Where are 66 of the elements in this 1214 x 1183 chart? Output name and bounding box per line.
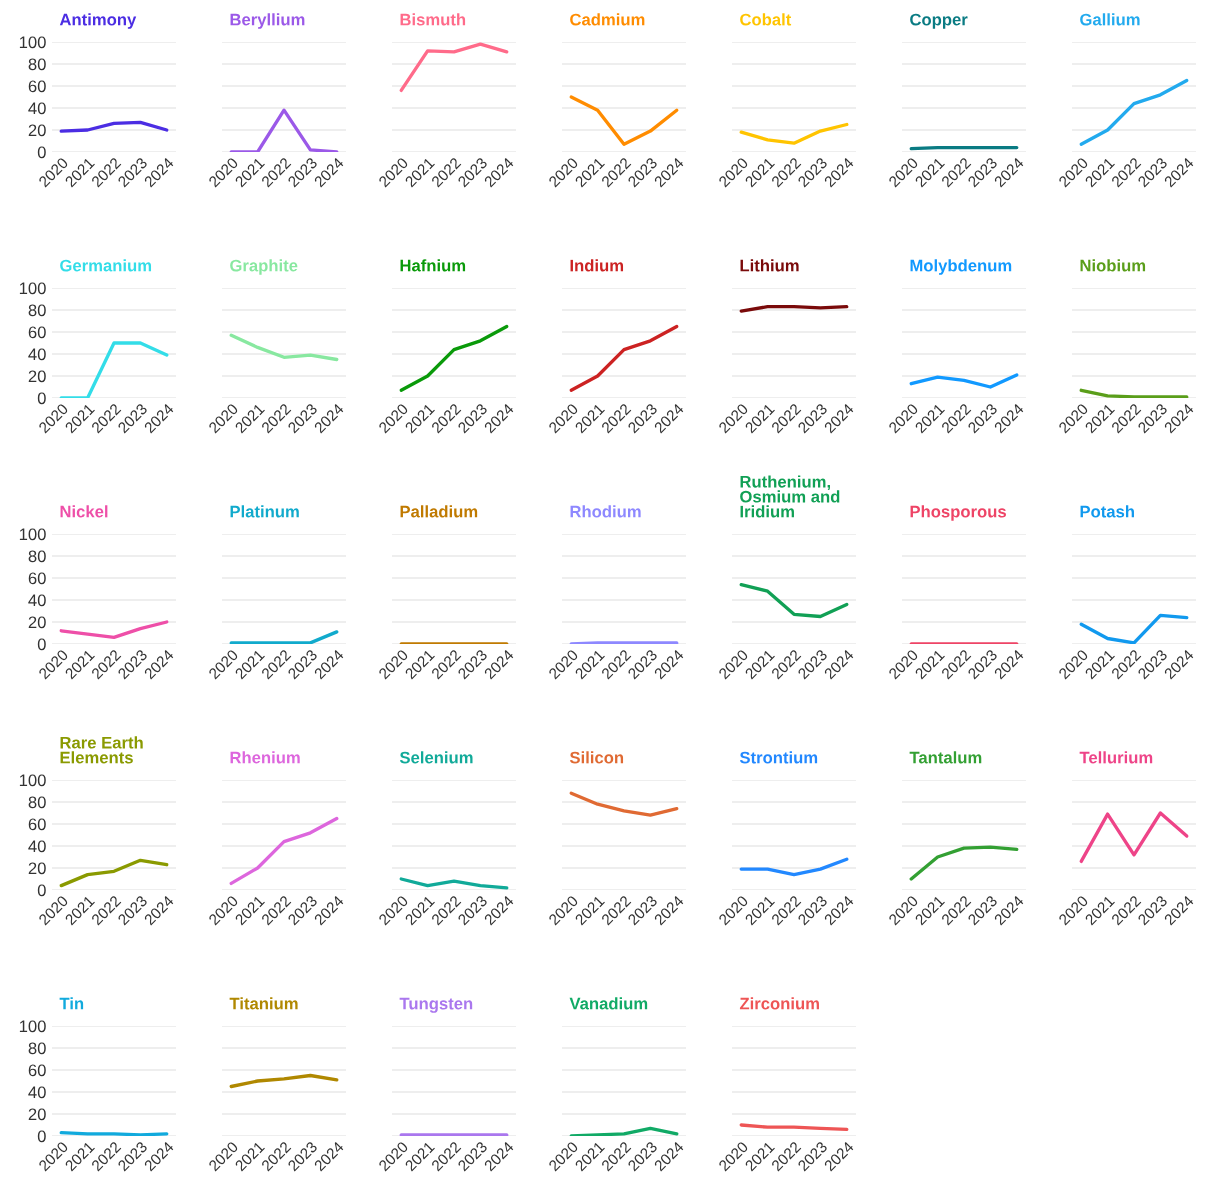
chart-title: Tin [59,997,84,1010]
y-tick-label: 60 [28,818,46,831]
chart-title: Palladium [400,505,478,518]
chart-title: Nickel [60,505,108,518]
chart-title: Phosporous [910,505,1006,521]
chart-title: Platinum [230,505,299,518]
chart-title: Titanium [229,997,298,1010]
chart-title: Vanadium [569,997,648,1010]
y-tick-label: 20 [28,370,46,383]
y-tick-label: 80 [28,796,46,809]
chart-title: Gallium [1080,13,1140,26]
y-tick-label: 80 [28,550,46,563]
chart-title: Cadmium [570,13,645,26]
y-tick-label: 40 [28,594,46,607]
y-tick-label: 80 [28,1042,46,1055]
chart-title: Silicon [569,751,624,764]
y-tick-label: 60 [28,80,46,93]
line-series [59,620,169,640]
line-series [59,120,169,133]
chart-title: Tungsten [399,997,473,1013]
y-tick-label: 40 [28,1086,46,1099]
chart-title: Ruthenium, Osmium and Iridium [740,475,840,518]
y-tick-label: 100 [19,282,46,295]
chart-title: Strontium [739,751,818,764]
y-tick-label: 40 [28,840,46,853]
y-tick-label: 0 [37,392,46,405]
y-tick-label: 0 [37,638,46,651]
chart-title: Indium [570,259,624,272]
y-tick-label: 20 [28,862,46,875]
chart-title: Beryllium [230,13,305,29]
y-tick-label: 100 [19,36,46,49]
chart-title: Copper [910,13,968,29]
chart-title: Molybdenum [910,259,1012,275]
chart-title: Bismuth [400,13,466,26]
y-tick-label: 20 [28,1108,46,1121]
y-tick-label: 40 [28,102,46,115]
y-tick-label: 80 [28,304,46,317]
chart-title: Rare Earth Elements [60,736,143,764]
chart-title: Antimony [59,13,137,29]
y-tick-label: 20 [28,124,46,137]
chart-title: Graphite [230,259,298,275]
y-tick-label: 0 [37,146,46,159]
y-tick-label: 0 [37,1130,46,1143]
chart-title: Tantalum [909,751,982,764]
chart-title: Lithium [740,259,799,272]
y-tick-label: 60 [28,572,46,585]
y-tick-label: 100 [19,774,46,787]
chart-title: Rhenium [230,751,300,764]
y-tick-label: 100 [19,1020,46,1033]
y-tick-label: 40 [28,348,46,361]
chart-title: Potash [1080,505,1134,518]
chart-title: Germanium [60,259,152,272]
chart-title: Hafnium [400,259,466,272]
line-series [59,858,169,888]
y-tick-label: 60 [28,1064,46,1077]
chart-title: Tellurium [1079,751,1153,764]
y-tick-label: 100 [19,528,46,541]
y-tick-label: 80 [28,58,46,71]
y-tick-label: 60 [28,326,46,339]
y-tick-label: 0 [37,884,46,897]
chart-title: Rhodium [570,505,641,518]
y-tick-label: 20 [28,616,46,629]
chart-title: Niobium [1080,259,1146,272]
chart-title: Cobalt [740,13,792,26]
chart-title: Zirconium [739,997,819,1010]
chart-title: Selenium [399,751,473,764]
